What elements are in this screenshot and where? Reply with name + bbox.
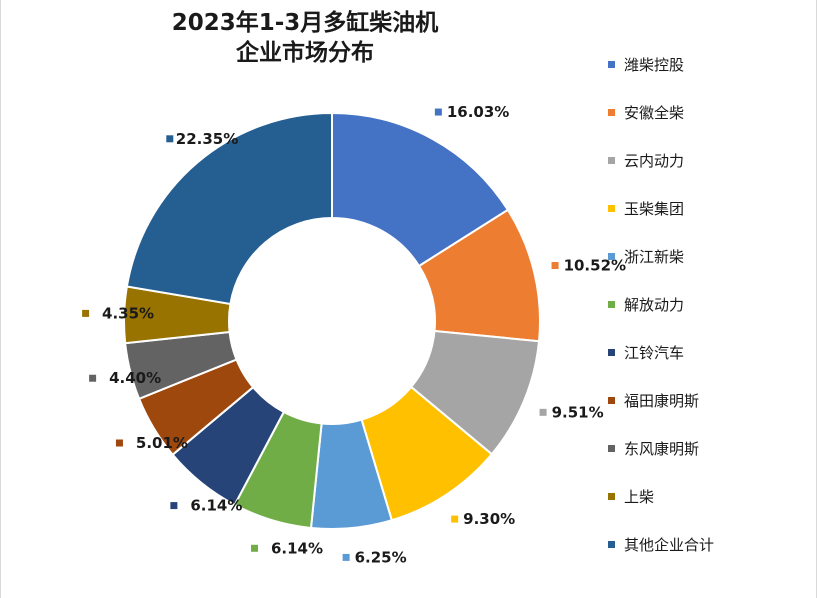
legend-swatch — [608, 444, 615, 452]
data-label-7: 6.14% — [170, 497, 242, 515]
data-label-text: 9.30% — [463, 510, 515, 528]
data-label-marker — [170, 502, 178, 510]
data-label-text: 6.14% — [190, 497, 242, 515]
legend-swatch — [608, 492, 615, 500]
legend-label: 解放动力 — [624, 295, 685, 314]
chart-title-line-2: 企业市场分布 — [236, 40, 374, 66]
data-label-marker — [89, 374, 97, 382]
legend-label: 玉柴集团 — [624, 199, 685, 218]
legend-item-5: 浙江新柴 — [608, 244, 808, 268]
legend-item-7: 江铃汽车 — [608, 340, 808, 364]
legend-item-1: 潍柴控股 — [608, 52, 808, 76]
legend-item-4: 玉柴集团 — [608, 196, 808, 220]
data-label-marker — [82, 309, 90, 317]
legend-item-10: 上柴 — [608, 484, 808, 508]
data-label-6: 6.14% — [251, 539, 323, 557]
legend-swatch — [608, 156, 615, 164]
data-label-text: 10.52% — [564, 257, 626, 275]
legend-item-11: 其他企业合计 — [608, 532, 808, 556]
legend-label: 云内动力 — [624, 151, 685, 170]
legend-label: 其他企业合计 — [624, 535, 715, 554]
data-label-marker — [251, 544, 259, 552]
data-label-text: 16.03% — [447, 103, 509, 121]
legend-item-6: 解放动力 — [608, 292, 808, 316]
data-label-marker — [539, 408, 547, 416]
slice-11 — [125, 111, 333, 306]
legend-swatch — [608, 204, 615, 212]
slice-1 — [331, 111, 510, 268]
legend-item-3: 云内动力 — [608, 148, 808, 172]
data-label-marker — [115, 439, 123, 447]
legend-swatch — [608, 108, 615, 116]
legend-label: 福田康明斯 — [624, 391, 700, 410]
legend-item-9: 东风康明斯 — [608, 436, 808, 460]
legend-swatch — [608, 348, 615, 356]
legend-label: 安徽全柴 — [624, 103, 685, 122]
data-label-text: 5.01% — [136, 434, 188, 452]
data-label-9: 4.40% — [89, 369, 161, 387]
data-label-text: 4.40% — [109, 369, 161, 387]
data-label-marker — [451, 515, 459, 523]
data-label-text: 4.35% — [102, 304, 154, 322]
data-label-marker — [434, 108, 442, 116]
legend-label: 东风康明斯 — [624, 439, 700, 458]
data-label-2: 10.52% — [551, 257, 626, 275]
legend-swatch — [608, 252, 615, 260]
legend-item-8: 福田康明斯 — [608, 388, 808, 412]
legend-label: 上柴 — [624, 487, 655, 506]
legend-swatch — [608, 396, 615, 404]
chart-title-line-1: 2023年1-3月多缸柴油机 — [171, 10, 439, 36]
chart-title: 2023年1-3月多缸柴油机 企业市场分布 — [170, 8, 440, 68]
legend-label: 浙江新柴 — [624, 247, 685, 266]
data-label-marker — [551, 262, 559, 270]
legend-swatch — [608, 540, 615, 548]
legend-label: 江铃汽车 — [624, 343, 685, 362]
data-label-4: 9.30% — [451, 510, 515, 528]
data-label-text: 6.14% — [271, 539, 323, 557]
legend-label: 潍柴控股 — [624, 55, 685, 74]
data-label-10: 4.35% — [82, 304, 154, 322]
data-label-text: 22.35% — [176, 130, 238, 148]
data-label-marker — [342, 553, 350, 561]
data-label-marker — [166, 135, 174, 143]
data-label-text: 9.51% — [552, 403, 604, 421]
data-label-8: 5.01% — [115, 434, 188, 452]
data-label-11: 22.35% — [166, 130, 238, 148]
data-label-5: 6.25% — [342, 548, 407, 566]
legend-item-2: 安徽全柴 — [608, 100, 808, 124]
data-label-3: 9.51% — [539, 403, 604, 421]
legend-swatch — [608, 60, 615, 68]
data-label-text: 6.25% — [355, 548, 407, 566]
legend-swatch — [608, 300, 615, 308]
data-label-1: 16.03% — [434, 103, 509, 121]
